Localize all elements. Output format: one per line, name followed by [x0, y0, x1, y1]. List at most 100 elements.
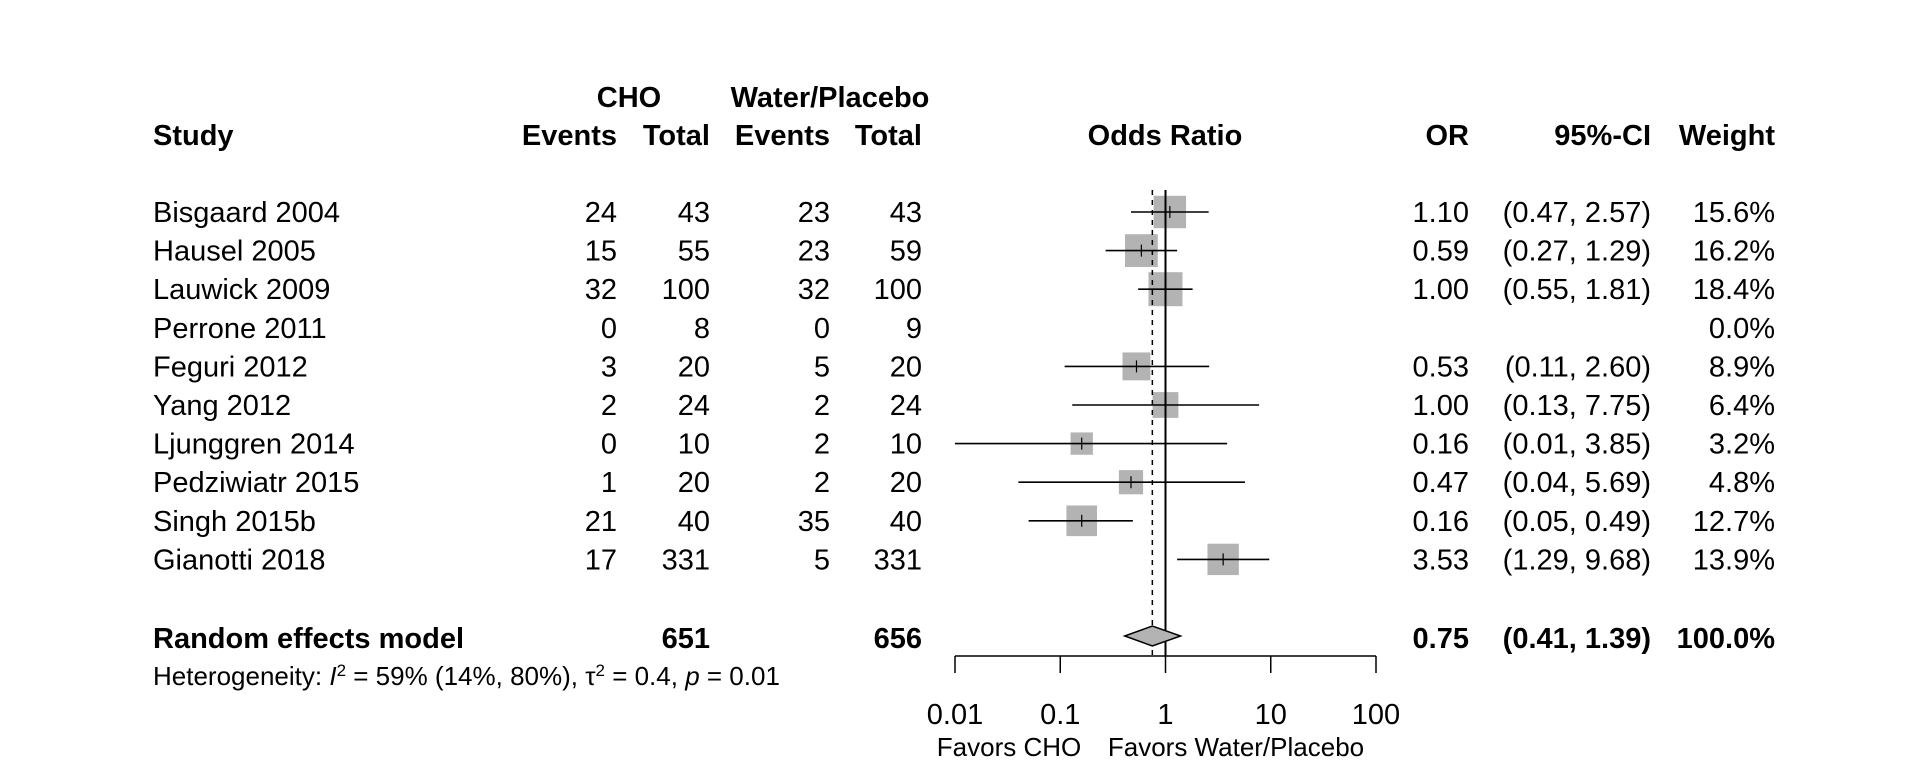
header-odds-ratio: Odds Ratio: [1088, 120, 1243, 152]
pooled-label: Random effects model: [153, 623, 464, 655]
total-2: 24: [890, 390, 922, 422]
study-or: 0.16: [1413, 506, 1469, 538]
total-1: 100: [662, 274, 710, 306]
favors-right-label: Favors Water/Placebo: [1108, 732, 1364, 762]
study-or: 1.10: [1413, 197, 1469, 229]
total-2: 20: [890, 467, 922, 499]
study-name: Lauwick 2009: [153, 274, 330, 306]
x-tick-label: 10: [1255, 699, 1287, 731]
study-name: Pedziwiatr 2015: [153, 467, 359, 499]
events-2: 23: [798, 197, 830, 229]
study-weight: 15.6%: [1693, 197, 1775, 229]
events-1: 15: [585, 236, 617, 268]
study-or: 3.53: [1413, 544, 1469, 576]
pooled-row: Random effects model 651 656 0.75 (0.41,…: [153, 623, 1775, 655]
study-ci: (0.13, 7.75): [1503, 390, 1651, 422]
total-2: 331: [874, 544, 922, 576]
events-1: 24: [585, 197, 617, 229]
events-1: 2: [601, 390, 617, 422]
events-1: 32: [585, 274, 617, 306]
total-2: 20: [890, 351, 922, 383]
study-weight: 16.2%: [1693, 236, 1775, 268]
study-ci: (0.27, 1.29): [1503, 236, 1651, 268]
study-weight: 6.4%: [1709, 390, 1775, 422]
events-2: 35: [798, 506, 830, 538]
total-1: 20: [678, 467, 710, 499]
study-ci: (0.47, 2.57): [1503, 197, 1651, 229]
events-1: 0: [601, 313, 617, 345]
events-2: 2: [814, 467, 830, 499]
events-1: 0: [601, 429, 617, 461]
events-1: 3: [601, 351, 617, 383]
x-tick-label: 0.1: [1040, 699, 1080, 731]
total-1: 24: [678, 390, 710, 422]
heterogeneity-text: Heterogeneity: I2 = 59% (14%, 80%), τ2 =…: [153, 661, 780, 692]
total-2: 59: [890, 236, 922, 268]
study-ci: (0.05, 0.49): [1503, 506, 1651, 538]
pooled-diamond: [1122, 625, 1183, 647]
events-2: 5: [814, 351, 830, 383]
events-1: 1: [601, 467, 617, 499]
study-ci: (0.04, 5.69): [1503, 467, 1651, 499]
study-or: 0.47: [1413, 467, 1469, 499]
header-ci: 95%-CI: [1554, 120, 1651, 152]
total-2: 100: [874, 274, 922, 306]
total-2: 9: [906, 313, 922, 345]
study-or: 0.59: [1413, 236, 1469, 268]
total-1: 10: [678, 429, 710, 461]
events-2: 2: [814, 390, 830, 422]
events-2: 23: [798, 236, 830, 268]
study-weight: 18.4%: [1693, 274, 1775, 306]
study-rows: Bisgaard 2004 24 43 23 43 1.10 (0.47, 2.57) 15.…: [153, 197, 1775, 576]
study-name: Gianotti 2018: [153, 544, 326, 576]
total-2: 10: [890, 429, 922, 461]
total-2: 43: [890, 197, 922, 229]
events-1: 21: [585, 506, 617, 538]
study-or: 1.00: [1413, 274, 1469, 306]
header-group2: Water/Placebo: [731, 82, 930, 114]
events-2: 5: [814, 544, 830, 576]
x-tick-label: 0.01: [927, 699, 983, 731]
study-weight: 0.0%: [1709, 313, 1775, 345]
pooled-weight: 100.0%: [1677, 623, 1776, 655]
study-or: 1.00: [1413, 390, 1469, 422]
total-1: 20: [678, 351, 710, 383]
study-name: Singh 2015b: [153, 506, 316, 538]
favors-left-label: Favors CHO: [937, 732, 1081, 762]
study-weight: 8.9%: [1709, 351, 1775, 383]
header-study: Study: [153, 120, 234, 152]
header-or: OR: [1426, 120, 1470, 152]
study-weight: 13.9%: [1693, 544, 1775, 576]
study-ci: (0.55, 1.81): [1503, 274, 1651, 306]
total-2: 40: [890, 506, 922, 538]
total-1: 43: [678, 197, 710, 229]
study-or: 0.53: [1413, 351, 1469, 383]
events-2: 2: [814, 429, 830, 461]
study-ci: (1.29, 9.68): [1503, 544, 1651, 576]
study-weight: 12.7%: [1693, 506, 1775, 538]
study-weight: 3.2%: [1709, 429, 1775, 461]
total-1: 55: [678, 236, 710, 268]
events-1: 17: [585, 544, 617, 576]
study-name: Perrone 2011: [153, 313, 327, 345]
pooled-total-2: 656: [874, 623, 922, 655]
header-weight: Weight: [1679, 120, 1775, 152]
study-name: Ljunggren 2014: [153, 429, 355, 461]
total-1: 331: [662, 544, 710, 576]
header-group1: CHO: [597, 82, 661, 114]
study-ci: (0.01, 3.85): [1503, 429, 1651, 461]
study-or: 0.16: [1413, 429, 1469, 461]
pooled-or: 0.75: [1413, 623, 1469, 655]
plot-area: 0.01 0.1 1 10 100: [927, 190, 1400, 731]
header-events-1: Events: [522, 120, 617, 152]
study-ci: (0.11, 2.60): [1505, 351, 1651, 383]
pooled-total-1: 651: [662, 623, 710, 655]
events-2: 32: [798, 274, 830, 306]
study-name: Yang 2012: [153, 390, 291, 422]
column-headers: Study CHO Water/Placebo Events Total Eve…: [153, 82, 1775, 152]
header-events-2: Events: [735, 120, 830, 152]
header-total-2: Total: [855, 120, 922, 152]
x-tick-label: 1: [1157, 699, 1173, 731]
total-1: 40: [678, 506, 710, 538]
